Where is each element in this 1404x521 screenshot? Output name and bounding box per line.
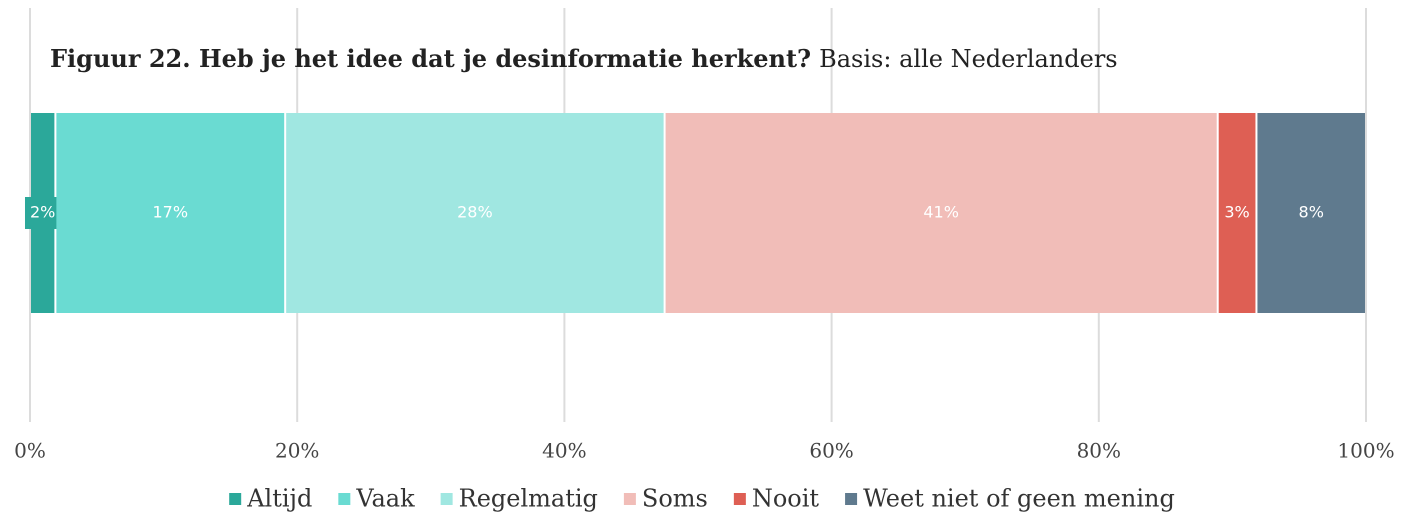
legend-swatch <box>229 493 242 505</box>
x-tick-label: 0% <box>14 439 46 463</box>
value-label: 41% <box>923 203 959 222</box>
bar-segment <box>286 113 664 313</box>
value-label: 28% <box>457 203 493 222</box>
legend-swatch <box>733 493 746 505</box>
x-tick-label: 40% <box>542 439 586 463</box>
value-label: 17% <box>152 203 188 222</box>
bar-segment <box>665 113 1217 313</box>
x-tick-label: 20% <box>275 439 319 463</box>
bar-segment <box>1218 113 1256 313</box>
bar-segment <box>1257 113 1365 313</box>
legend-swatch <box>845 493 858 505</box>
legend-label: Nooit <box>752 485 820 513</box>
chart-subtitle: Basis: alle Nederlanders <box>819 45 1118 73</box>
legend-swatch <box>623 493 636 505</box>
chart-title: Figuur 22. Heb je het idee dat je desinf… <box>50 44 811 73</box>
x-tick-label: 80% <box>1077 439 1121 463</box>
chart-heading: Figuur 22. Heb je het idee dat je desinf… <box>50 44 1118 73</box>
legend-swatch <box>338 493 351 505</box>
legend-swatch <box>440 493 453 505</box>
value-label-background <box>24 197 61 229</box>
legend-label: Regelmatig <box>459 485 598 513</box>
bar-segment <box>56 113 285 313</box>
x-tick-label: 100% <box>1337 439 1394 463</box>
legend-label: Vaak <box>355 485 415 513</box>
value-label: 2% <box>30 203 55 222</box>
x-tick-label: 60% <box>809 439 853 463</box>
legend-label: Weet niet of geen mening <box>863 485 1175 513</box>
legend-label: Soms <box>642 485 708 513</box>
value-label: 8% <box>1299 203 1324 222</box>
value-label: 3% <box>1224 203 1249 222</box>
legend-label: Altijd <box>246 485 312 513</box>
